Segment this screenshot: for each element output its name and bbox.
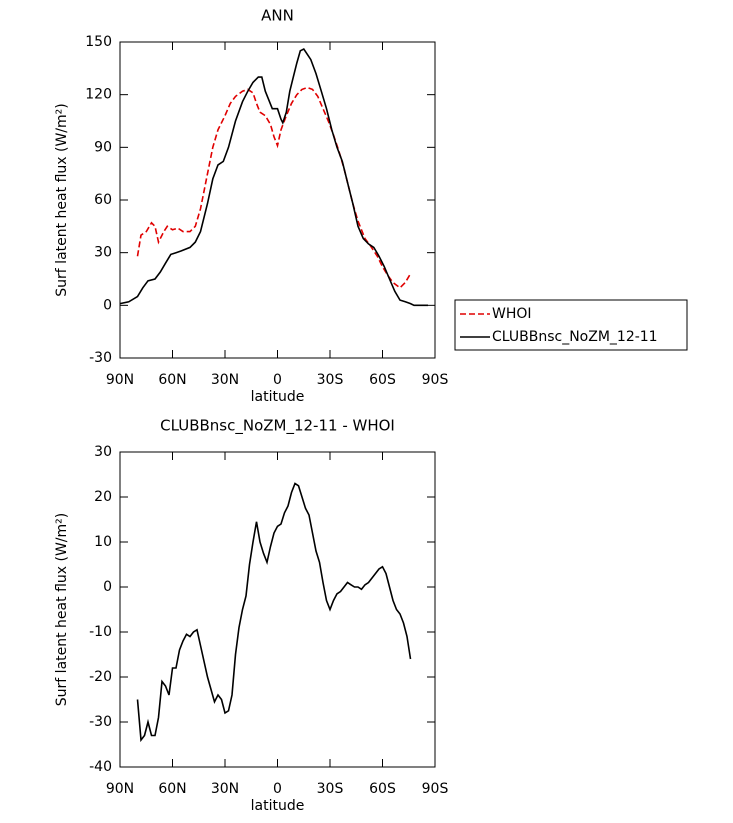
y-tick-label: 60	[94, 192, 112, 208]
plot-frame	[119, 41, 436, 359]
data-line	[136, 86, 412, 289]
x-tick-label: 30N	[211, 372, 239, 388]
y-tick-label: -10	[89, 624, 112, 640]
x-tick-label: 0	[273, 781, 282, 797]
y-axis-label: Surf latent heat flux (W/m²)	[54, 513, 70, 706]
y-tick-label: 10	[94, 534, 112, 550]
y-tick-label: -20	[89, 669, 112, 685]
x-tick-label: 60S	[369, 781, 396, 797]
legend-box	[454, 299, 688, 351]
y-tick-label: 30	[94, 245, 112, 261]
x-tick-label: 30S	[317, 372, 344, 388]
x-tick-label: 0	[273, 372, 282, 388]
chart-title: ANN	[261, 7, 294, 25]
x-axis-label: latitude	[251, 389, 305, 405]
data-line	[136, 482, 412, 743]
y-tick-label: -30	[89, 350, 112, 366]
y-tick-label: 20	[94, 489, 112, 505]
y-tick-label: 90	[94, 139, 112, 155]
x-tick-label: 90N	[106, 372, 134, 388]
x-tick-label: 90N	[106, 781, 134, 797]
x-tick-label: 90S	[422, 372, 449, 388]
y-axis-label: Surf latent heat flux (W/m²)	[54, 103, 70, 296]
x-tick-label: 60N	[158, 781, 186, 797]
y-tick-label: -30	[89, 714, 112, 730]
y-tick-label: 120	[85, 87, 112, 103]
x-tick-label: 30N	[211, 781, 239, 797]
y-tick-label: 0	[103, 297, 112, 313]
y-tick-label: 0	[103, 579, 112, 595]
x-tick-label: 30S	[317, 781, 344, 797]
legend-label: CLUBBnsc_NoZM_12-11	[492, 329, 658, 345]
plot-frame	[119, 451, 436, 768]
x-tick-label: 60S	[369, 372, 396, 388]
legend-label: WHOI	[492, 306, 532, 322]
y-tick-label: 150	[85, 34, 112, 50]
data-line	[119, 47, 428, 307]
x-tick-label: 60N	[158, 372, 186, 388]
x-tick-label: 90S	[422, 781, 449, 797]
x-axis-label: latitude	[251, 798, 305, 814]
y-tick-label: -40	[89, 759, 112, 775]
chart-title: CLUBBnsc_NoZM_12-11 - WHOI	[160, 417, 395, 436]
y-tick-label: 30	[94, 444, 112, 460]
